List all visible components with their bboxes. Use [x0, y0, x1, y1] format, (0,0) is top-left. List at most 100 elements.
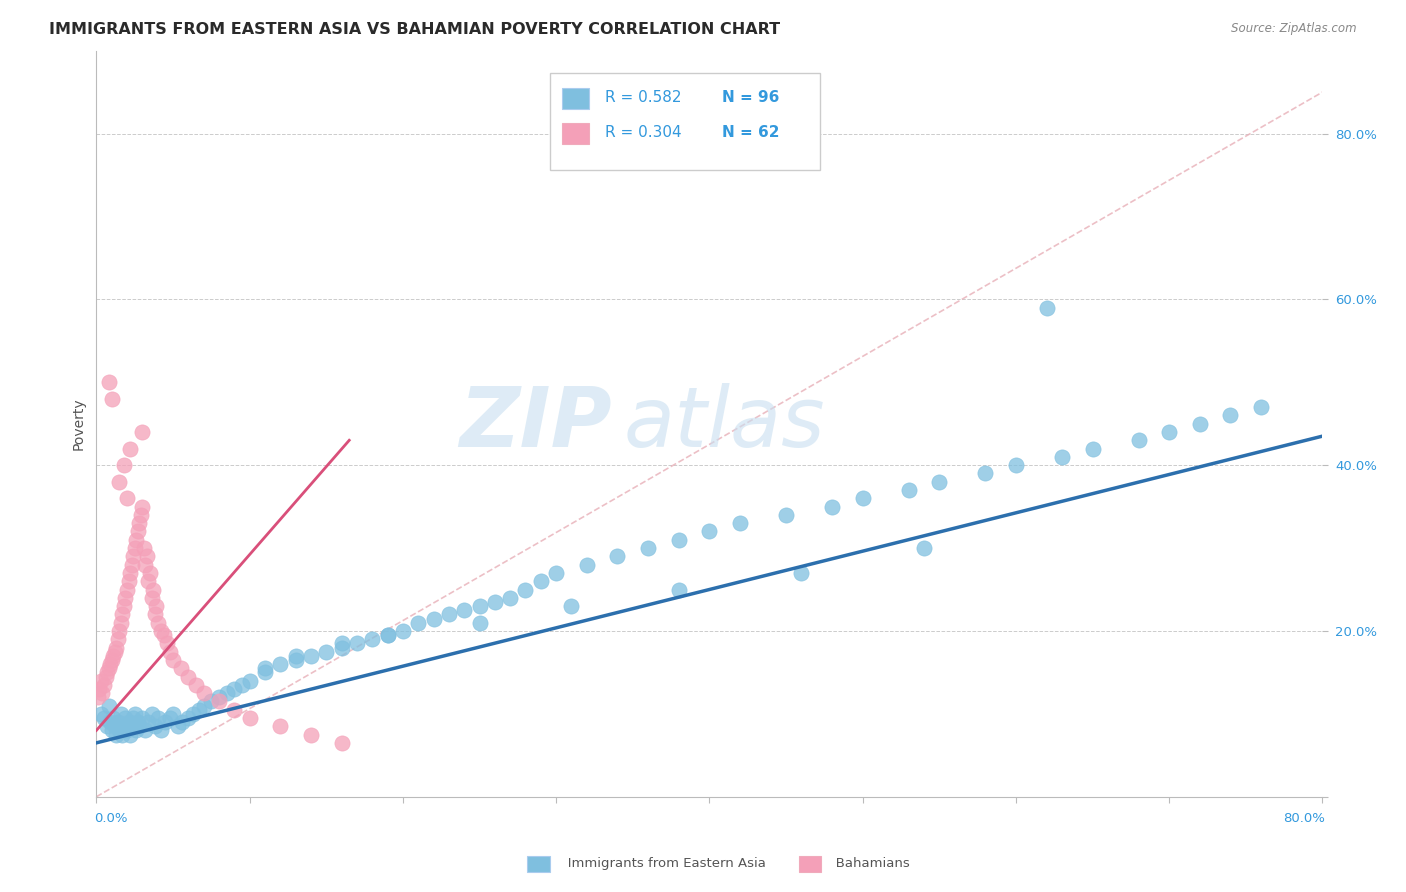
Point — [484, 595, 506, 609]
Point — [100, 653, 122, 667]
Text: IMMIGRANTS FROM EASTERN ASIA VS BAHAMIAN POVERTY CORRELATION CHART: IMMIGRANTS FROM EASTERN ASIA VS BAHAMIAN… — [49, 22, 780, 37]
FancyBboxPatch shape — [562, 87, 589, 109]
Point — [111, 728, 134, 742]
Point — [124, 706, 146, 721]
Point — [122, 549, 145, 564]
Text: atlas: atlas — [624, 384, 825, 464]
Point — [1188, 417, 1211, 431]
Point — [184, 678, 207, 692]
Point — [215, 686, 238, 700]
Point — [90, 673, 112, 688]
Point — [127, 524, 149, 539]
Point — [134, 723, 156, 738]
Point — [112, 599, 135, 613]
FancyBboxPatch shape — [550, 73, 820, 170]
Point — [112, 458, 135, 472]
Text: Immigrants from Eastern Asia: Immigrants from Eastern Asia — [555, 857, 766, 870]
Point — [453, 603, 475, 617]
Point — [560, 599, 582, 613]
Point — [87, 690, 110, 705]
Point — [110, 706, 132, 721]
Point — [120, 728, 142, 742]
Point — [139, 566, 162, 580]
Point — [125, 723, 148, 738]
Point — [790, 566, 813, 580]
Point — [155, 715, 177, 730]
Point — [115, 582, 138, 597]
Point — [121, 719, 143, 733]
Point — [100, 392, 122, 406]
Point — [437, 607, 460, 622]
Point — [188, 703, 211, 717]
Point — [346, 636, 368, 650]
Point — [141, 706, 163, 721]
Point — [143, 607, 166, 622]
Point — [699, 524, 721, 539]
Point — [159, 711, 181, 725]
Point — [131, 425, 153, 439]
Text: 80.0%: 80.0% — [1284, 812, 1324, 825]
Point — [103, 648, 125, 663]
Point — [1081, 442, 1104, 456]
Point — [120, 566, 142, 580]
Point — [125, 533, 148, 547]
Point — [97, 376, 120, 390]
Point — [142, 582, 165, 597]
Point — [530, 574, 553, 589]
Point — [912, 541, 935, 555]
Point — [1005, 458, 1028, 472]
Point — [97, 698, 120, 713]
Point — [93, 678, 115, 692]
Point — [131, 500, 153, 514]
Point — [181, 706, 204, 721]
Point — [114, 591, 136, 605]
Point — [668, 533, 690, 547]
Point — [284, 653, 307, 667]
Point — [224, 681, 246, 696]
Point — [98, 657, 121, 672]
Point — [128, 719, 150, 733]
Point — [96, 719, 118, 733]
Point — [114, 711, 136, 725]
Point — [107, 715, 129, 730]
Point — [127, 715, 149, 730]
Point — [546, 566, 568, 580]
Point — [468, 615, 491, 630]
Text: N = 96: N = 96 — [721, 90, 779, 105]
Point — [112, 719, 135, 733]
Point — [93, 711, 115, 725]
Point — [120, 442, 142, 456]
Point — [406, 615, 429, 630]
Point — [330, 736, 353, 750]
Point — [115, 491, 138, 506]
Point — [107, 632, 129, 647]
Text: 0.0%: 0.0% — [94, 812, 128, 825]
Point — [117, 715, 139, 730]
Point — [108, 475, 131, 489]
Point — [110, 615, 132, 630]
Point — [974, 467, 997, 481]
Point — [224, 703, 246, 717]
Point — [361, 632, 384, 647]
Point — [269, 657, 291, 672]
Point — [392, 624, 415, 638]
Point — [239, 711, 262, 725]
Point — [172, 715, 194, 730]
Point — [269, 719, 291, 733]
Point — [1035, 301, 1057, 315]
Point — [143, 719, 166, 733]
Point — [124, 541, 146, 555]
Point — [162, 653, 184, 667]
Point — [122, 711, 145, 725]
Point — [239, 673, 262, 688]
Point — [115, 723, 138, 738]
Text: N = 62: N = 62 — [721, 125, 779, 140]
Point — [897, 483, 920, 497]
Point — [253, 661, 276, 675]
Point — [193, 698, 215, 713]
Point — [299, 728, 322, 742]
Point — [169, 661, 191, 675]
Text: R = 0.304: R = 0.304 — [605, 125, 682, 140]
FancyBboxPatch shape — [562, 122, 589, 144]
Point — [105, 640, 128, 655]
